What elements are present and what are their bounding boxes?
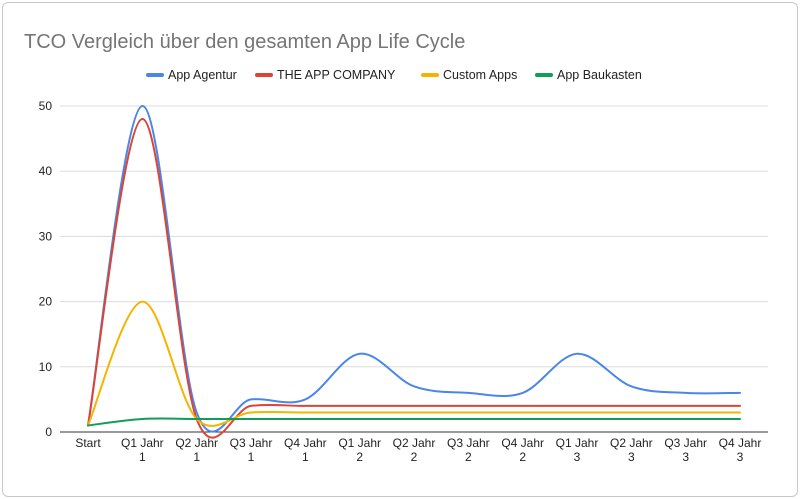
x-tick-label: Q1 Jahr 3 — [556, 436, 599, 464]
y-tick-label: 30 — [39, 229, 53, 243]
x-tick-label: Q3 Jahr 2 — [447, 436, 490, 464]
x-tick-label: Q3 Jahr 1 — [230, 436, 273, 464]
grid — [60, 105, 768, 368]
legend-label: Custom Apps — [443, 68, 517, 82]
x-tick-label: Q2 Jahr 2 — [393, 436, 436, 464]
legend: App Agentur THE APP COMPANY Custom Apps App… — [146, 68, 642, 82]
y-axis-ticks: 0 10 20 30 40 50 — [39, 99, 53, 439]
y-tick-label: 20 — [39, 295, 53, 309]
x-tick-label: Q4 Jahr 3 — [719, 436, 762, 464]
legend-label: App Baukasten — [557, 68, 642, 82]
series-line-custom-apps — [87, 300, 741, 427]
legend-label: THE APP COMPANY — [277, 68, 396, 82]
x-tick-label: Q2 Jahr 3 — [610, 436, 653, 464]
legend-label: App Agentur — [168, 68, 237, 82]
y-tick-label: 40 — [39, 164, 53, 178]
x-tick-label: Q3 Jahr 3 — [664, 436, 707, 464]
series-line-app-agentur — [87, 104, 741, 433]
series-lines — [87, 104, 741, 439]
x-tick-label: Q1 Jahr 2 — [338, 436, 381, 464]
x-tick-label: Q4 Jahr 2 — [501, 436, 544, 464]
series-line-the-app-company — [87, 118, 741, 439]
chart-title: TCO Vergleich über den gesamten App Life… — [24, 31, 465, 53]
x-tick-label: Start — [75, 436, 101, 450]
x-tick-label: Q1 Jahr 1 — [121, 436, 164, 464]
x-tick-label: Q4 Jahr 1 — [284, 436, 327, 464]
y-tick-label: 50 — [39, 99, 53, 113]
y-tick-label: 10 — [39, 360, 53, 374]
series-line-app-baukasten — [87, 417, 741, 427]
y-tick-label: 0 — [45, 425, 52, 439]
x-tick-label: Q2 Jahr 1 — [175, 436, 218, 464]
x-axis-ticks: Start Q1 Jahr 1 Q2 Jahr 1 Q3 Jahr 1 Q4 Jahr 1 Q1 … — [75, 436, 761, 464]
